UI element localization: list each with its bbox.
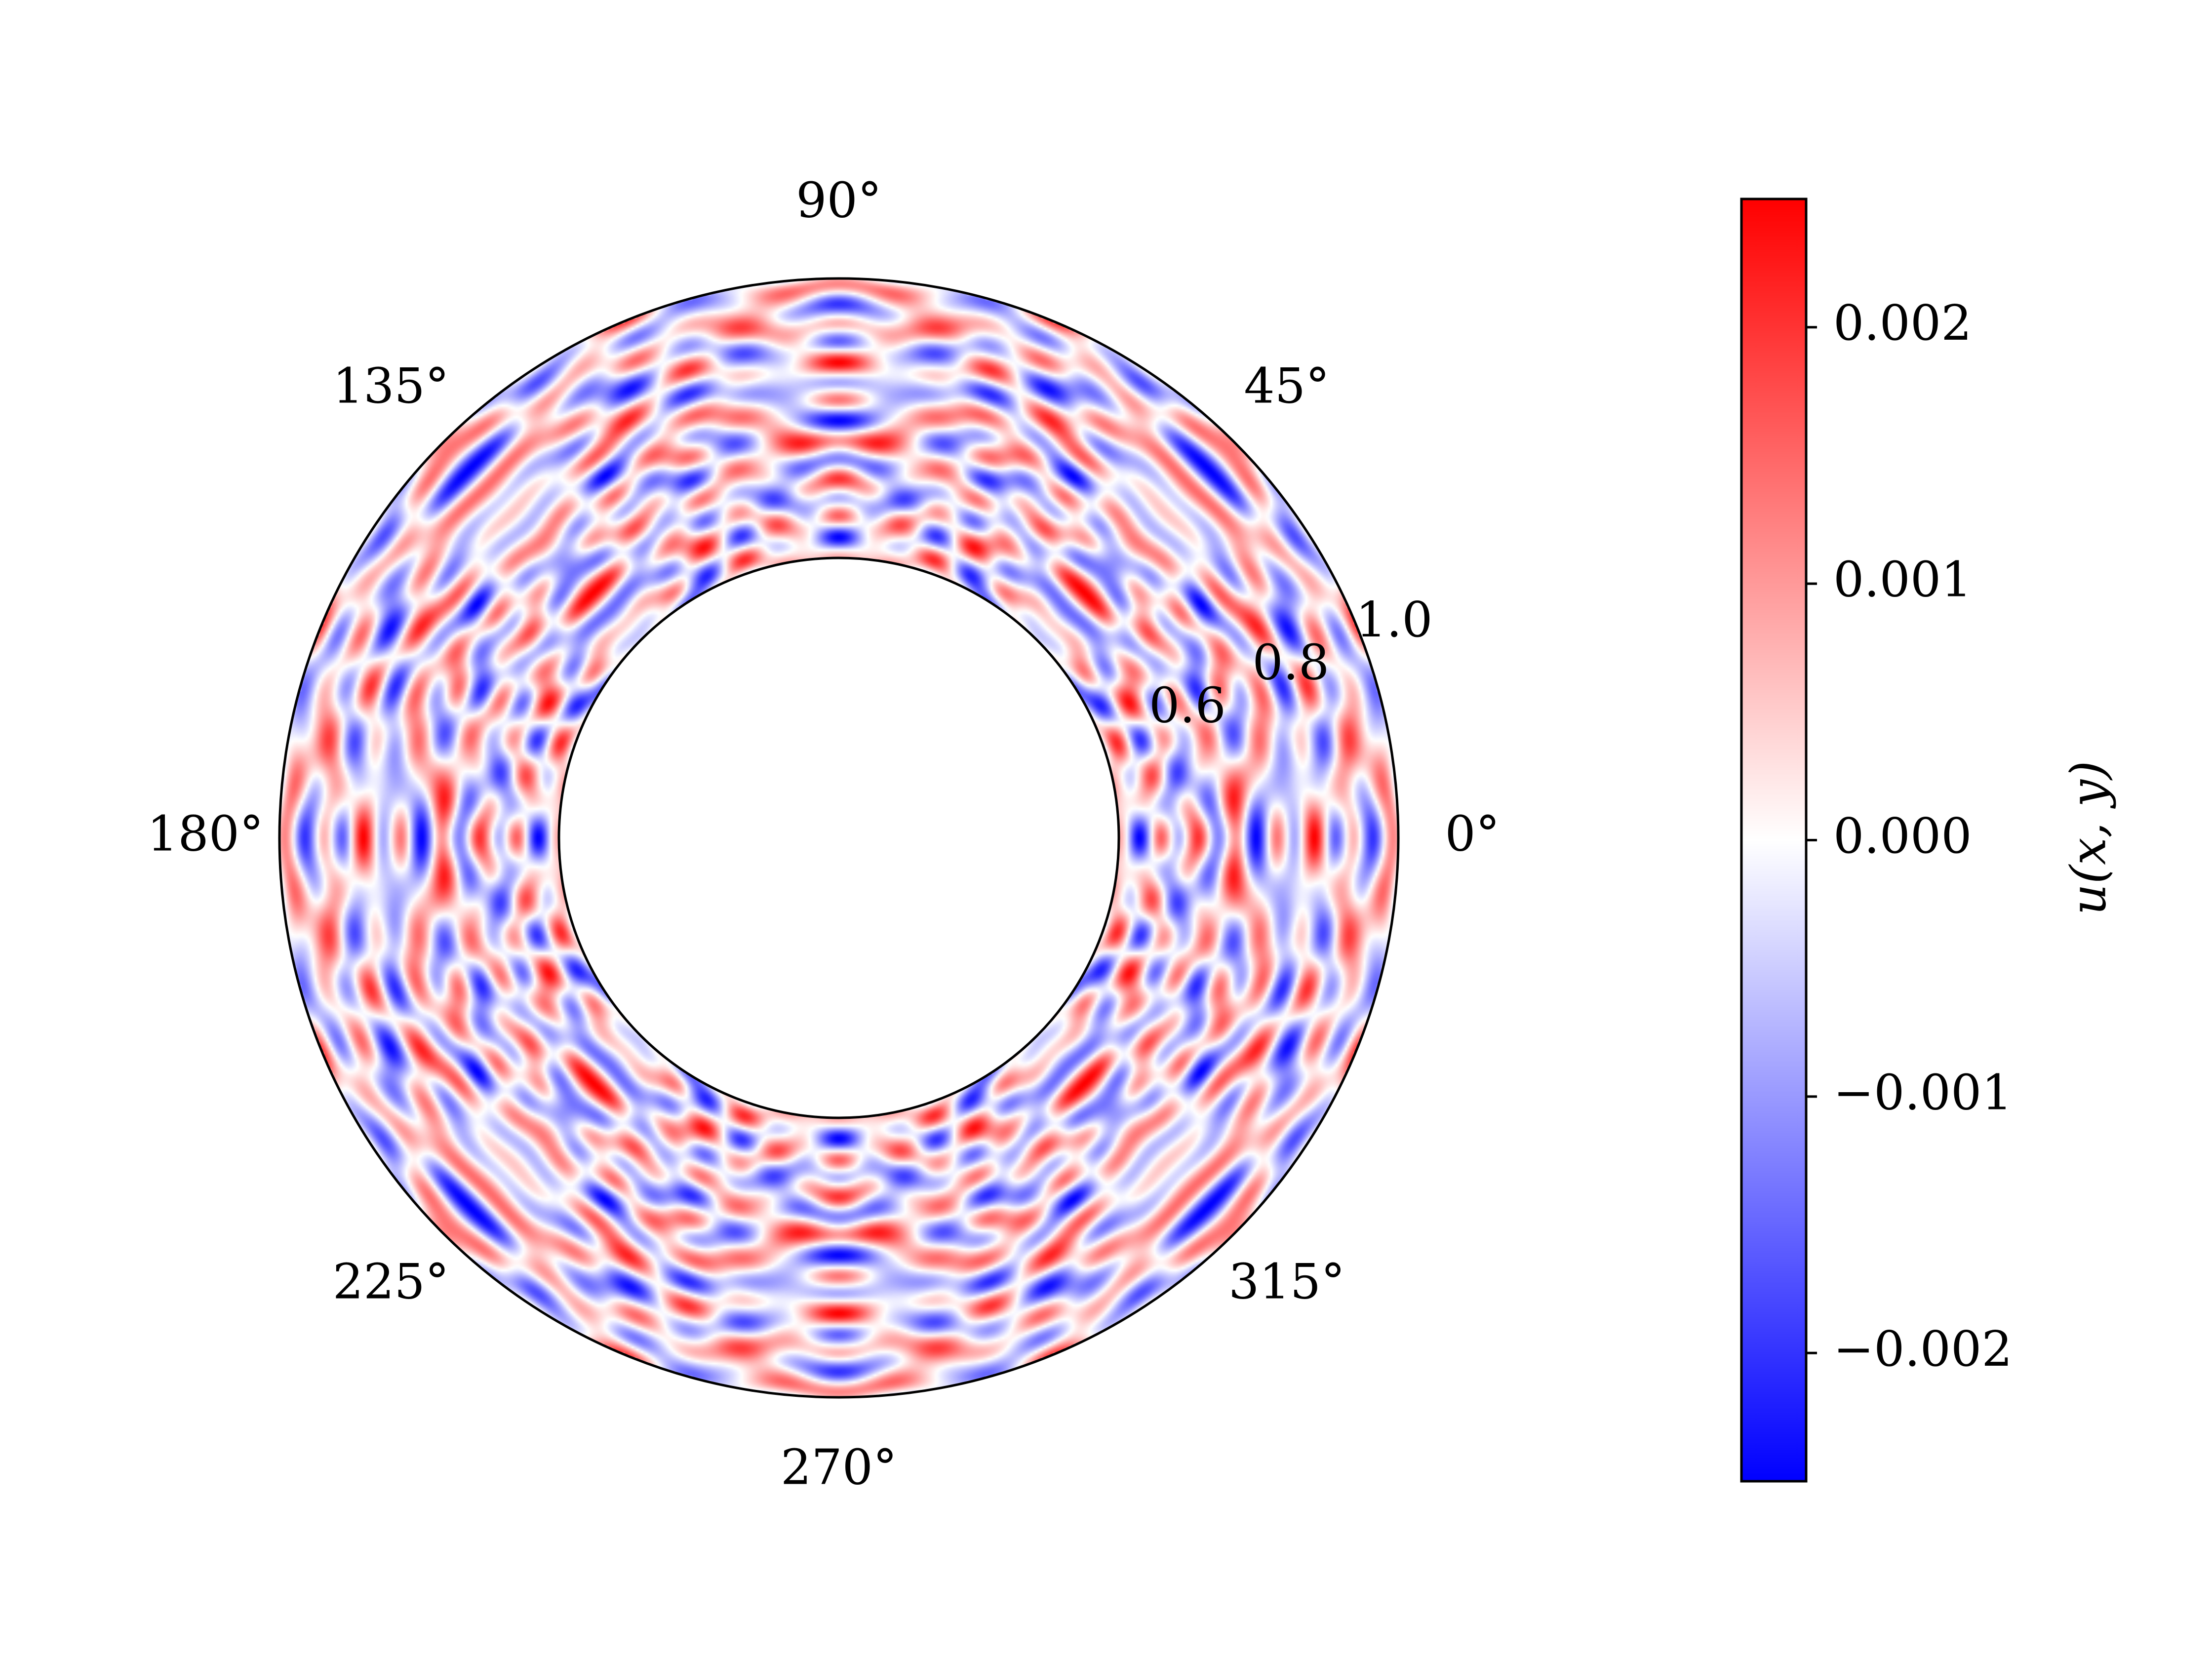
theta-tick-label: 270° <box>781 1440 897 1496</box>
annulus-heatmap <box>279 278 1398 1397</box>
colorbar: 0.002 0.001 0.000 −0.001 −0.002 u(x, y) <box>1740 198 2117 1483</box>
heatmap-raster <box>279 278 1398 1397</box>
theta-tick-label: 225° <box>333 1254 449 1310</box>
radial-tick-label: 1.0 <box>1356 592 1433 648</box>
radial-tick-label: 0.8 <box>1252 635 1329 691</box>
theta-tick-label: 45° <box>1244 358 1330 414</box>
theta-tick-label: 135° <box>333 358 449 414</box>
colorbar-ticks: 0.002 0.001 0.000 −0.001 −0.002 <box>1806 295 2013 1378</box>
colorbar-tick-label: 0.002 <box>1833 295 1972 352</box>
colorbar-gradient <box>1740 198 1808 1483</box>
theta-tick-label: 180° <box>147 806 264 863</box>
colorbar-label: u(x, y) <box>2061 761 2117 915</box>
outer-boundary <box>278 277 1400 1399</box>
colorbar-tick-label: 0.001 <box>1833 552 1972 608</box>
colorbar-tick-label: 0.000 <box>1833 808 1972 865</box>
theta-tick-label: 315° <box>1228 1254 1345 1310</box>
colorbar-tick-label: −0.002 <box>1833 1321 2013 1378</box>
colorbar-tick-label: −0.001 <box>1833 1065 2013 1121</box>
inner-boundary <box>557 556 1120 1119</box>
theta-tick-label: 0° <box>1445 806 1500 863</box>
radial-tick-labels: 0.6 0.8 1.0 <box>1149 592 1433 734</box>
theta-tick-labels: 0° 45° 90° 135° 180° 225° 270° 315° <box>147 173 1500 1496</box>
theta-tick-label: 90° <box>796 173 882 229</box>
radial-tick-label: 0.6 <box>1149 677 1226 734</box>
